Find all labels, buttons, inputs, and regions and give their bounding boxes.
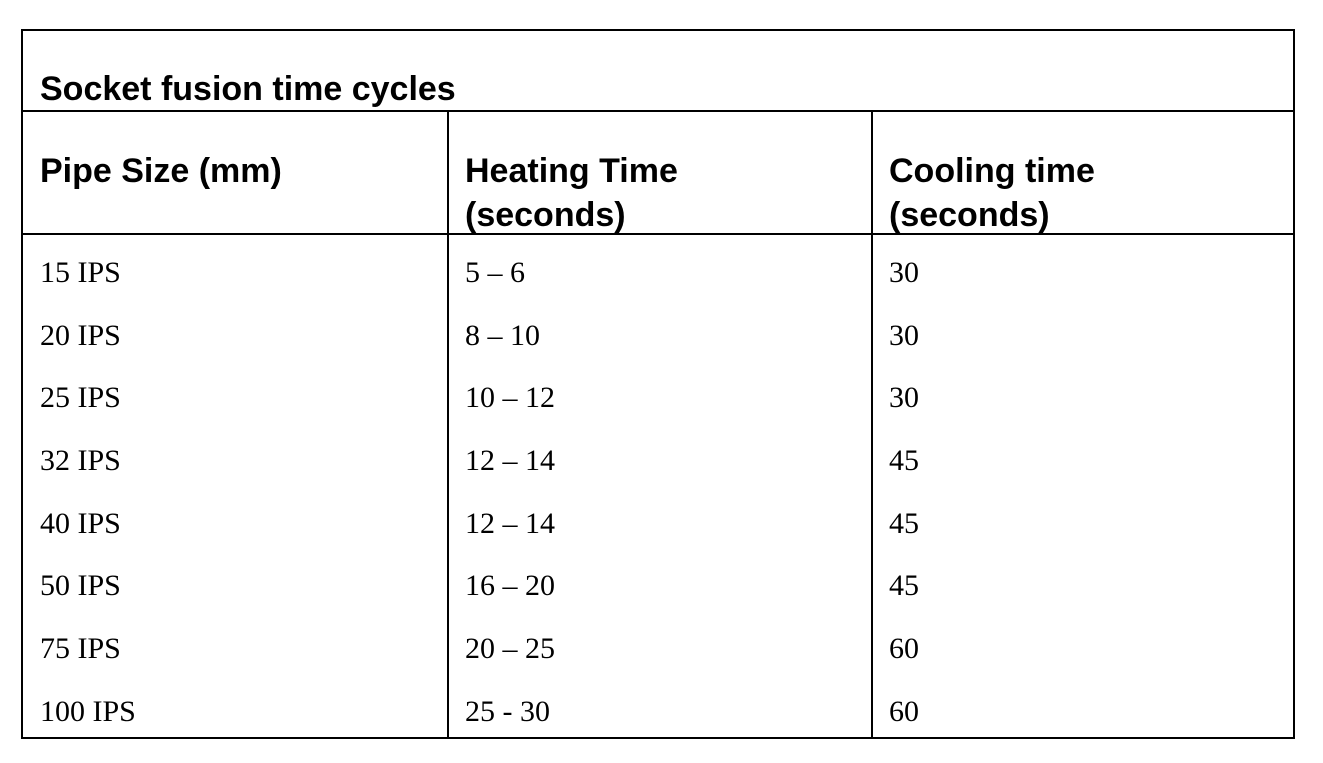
header-pipe-size: Pipe Size (mm) (40, 152, 282, 190)
table-row: 20 IPS 8 – 10 30 (23, 314, 1293, 377)
cooling-time-cell: 60 (889, 694, 919, 728)
fusion-time-table: Socket fusion time cycles Pipe Size (mm)… (21, 29, 1295, 739)
table-row: 50 IPS 16 – 20 45 (23, 564, 1293, 627)
pipe-size-cell: 40 IPS (40, 506, 121, 540)
pipe-size-cell: 32 IPS (40, 444, 121, 478)
pipe-size-cell: 50 IPS (40, 569, 121, 603)
header-divider (23, 233, 1293, 235)
cooling-time-cell: 30 (889, 381, 919, 415)
cooling-time-cell: 45 (889, 506, 919, 540)
column-divider (447, 112, 449, 737)
table-row: 15 IPS 5 – 6 30 (23, 251, 1293, 314)
pipe-size-cell: 15 IPS (40, 256, 121, 289)
table-row: 100 IPS 25 - 30 60 (23, 690, 1293, 753)
cooling-time-cell: 60 (889, 632, 919, 666)
table-title: Socket fusion time cycles (40, 70, 456, 108)
pipe-size-cell: 20 IPS (40, 318, 121, 352)
table-row: 25 IPS 10 – 12 30 (23, 376, 1293, 439)
table-row: 75 IPS 20 – 25 60 (23, 627, 1293, 690)
heating-time-cell: 12 – 14 (465, 444, 555, 478)
column-divider (871, 112, 873, 737)
header-heating-time: Heating Time (seconds) (465, 152, 678, 234)
cooling-time-cell: 45 (889, 569, 919, 603)
cooling-time-cell: 45 (889, 444, 919, 478)
cooling-time-cell: 30 (889, 256, 919, 289)
heating-time-cell: 8 – 10 (465, 318, 540, 352)
cooling-time-cell: 30 (889, 318, 919, 352)
header-cooling-time: Cooling time (seconds) (889, 152, 1095, 234)
heating-time-cell: 5 – 6 (465, 256, 525, 289)
heating-time-cell: 16 – 20 (465, 569, 555, 603)
table-body: 15 IPS 5 – 6 30 20 IPS 8 – 10 30 25 IPS … (23, 251, 1293, 753)
pipe-size-cell: 75 IPS (40, 632, 121, 666)
heating-time-cell: 10 – 12 (465, 381, 555, 415)
table-row: 32 IPS 12 – 14 45 (23, 439, 1293, 502)
pipe-size-cell: 100 IPS (40, 694, 136, 728)
heating-time-cell: 12 – 14 (465, 506, 555, 540)
heating-time-cell: 20 – 25 (465, 632, 555, 666)
table-title-bar: Socket fusion time cycles (23, 31, 1293, 112)
pipe-size-cell: 25 IPS (40, 381, 121, 415)
table-row: 40 IPS 12 – 14 45 (23, 502, 1293, 565)
heating-time-cell: 25 - 30 (465, 694, 550, 728)
